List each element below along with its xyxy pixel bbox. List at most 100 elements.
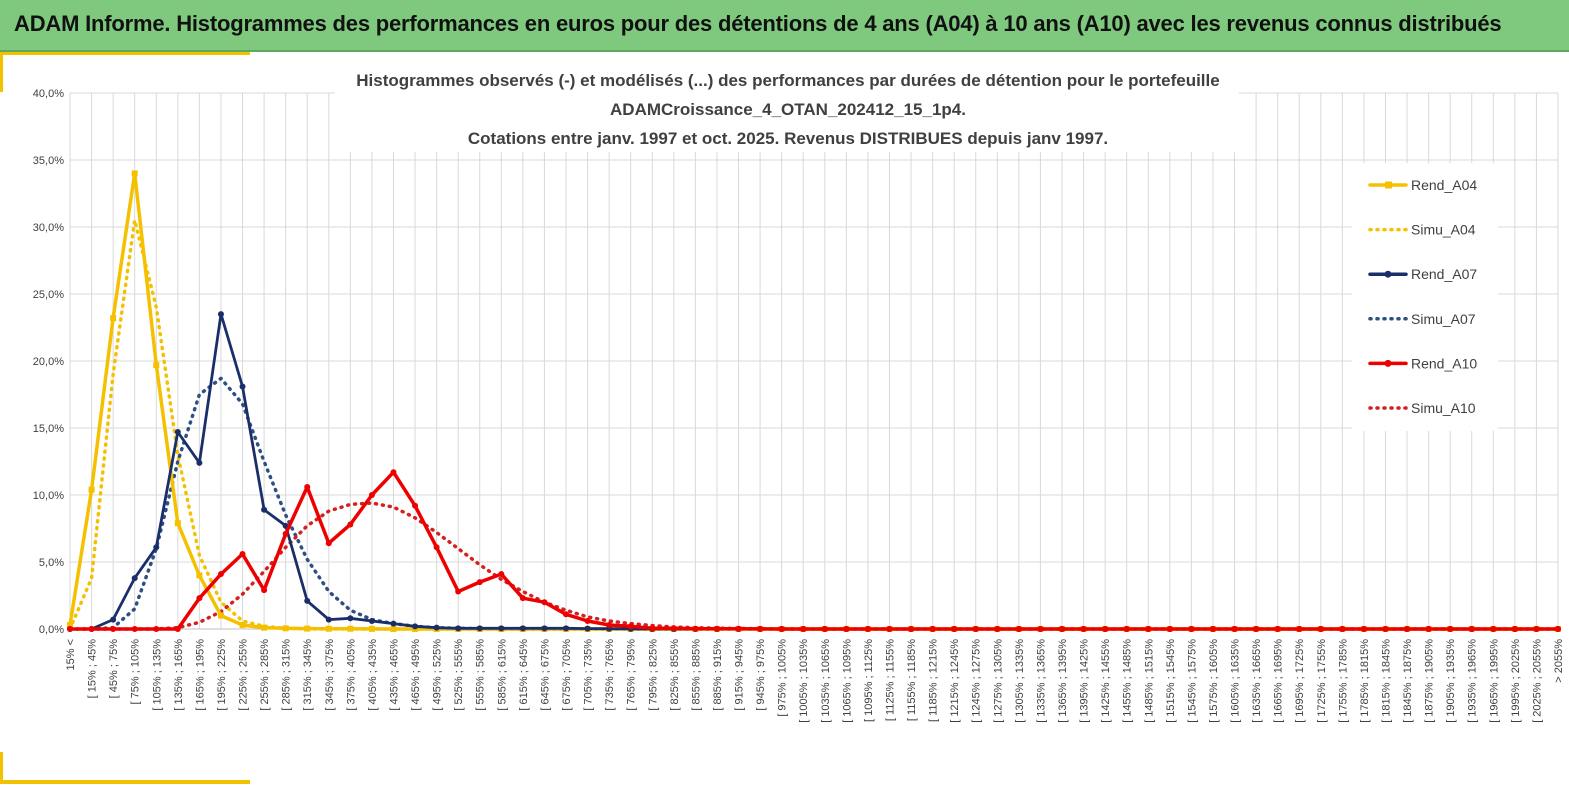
- legend-label: Simu_A04: [1411, 222, 1476, 238]
- x-tick-label: [ 1875% ; 1905%: [1424, 639, 1436, 723]
- series-Simu_A10: [68, 501, 1560, 631]
- x-tick-label: [ 555% ; 585%: [475, 639, 487, 711]
- data-point: [713, 625, 720, 632]
- frame-accent-bottom: [0, 780, 250, 784]
- x-tick-label: [ 1785% ; 1815%: [1359, 639, 1371, 723]
- data-point: [1382, 626, 1389, 632]
- x-tick-label: [ 435% ; 465%: [388, 639, 400, 711]
- x-tick-label: [ 1275% ; 1305%: [992, 639, 1004, 723]
- data-point: [821, 626, 828, 632]
- data-point: [692, 625, 699, 632]
- data-point: [325, 616, 332, 623]
- chart-gridlines: [69, 92, 1559, 630]
- x-tick-label: [ 1545% ; 1575%: [1186, 639, 1198, 723]
- data-point: [282, 530, 289, 537]
- x-tick-label: [ 285% ; 315%: [281, 639, 293, 711]
- data-point: [886, 626, 893, 632]
- data-point: [778, 626, 785, 632]
- data-point: [131, 626, 138, 632]
- data-point: [412, 623, 419, 630]
- data-point: [1404, 626, 1411, 632]
- data-point: [174, 520, 181, 527]
- data-point: [498, 625, 505, 632]
- series-Rend_A07: [67, 311, 1561, 632]
- data-point: [649, 625, 656, 632]
- data-point: [1015, 626, 1022, 632]
- data-point: [217, 311, 224, 318]
- chart-title-line-3: Cotations entre janv. 1997 et oct. 2025.…: [468, 129, 1108, 148]
- data-point: [1145, 626, 1152, 632]
- data-point: [1166, 626, 1173, 632]
- data-point: [433, 544, 440, 551]
- data-point: [347, 625, 354, 632]
- x-tick-label: [ 645% ; 675%: [539, 639, 551, 711]
- x-tick-label: [ 1485% ; 1515%: [1143, 639, 1155, 723]
- page-title: ADAM Informe. Histogrammes des performan…: [14, 11, 1502, 36]
- x-tick-label: 15% <: [65, 639, 77, 671]
- data-point: [412, 502, 419, 509]
- data-point: [541, 599, 548, 606]
- x-tick-label: [ 1815% ; 1845%: [1380, 639, 1392, 723]
- x-tick-label: [ 1185% ; 1215%: [928, 639, 940, 722]
- y-tick-label: 5,0%: [39, 557, 64, 569]
- data-point: [131, 575, 138, 582]
- data-point: [217, 571, 224, 578]
- data-point: [476, 579, 483, 586]
- data-point: [455, 588, 462, 595]
- data-point: [994, 626, 1001, 632]
- data-point: [217, 612, 224, 619]
- data-point: [1447, 626, 1454, 632]
- data-point: [390, 626, 397, 632]
- x-tick-label: [ 315% ; 345%: [302, 639, 314, 711]
- x-tick-label: [ 1215% ; 1245%: [949, 639, 961, 723]
- data-point: [131, 170, 138, 177]
- data-point: [347, 615, 354, 622]
- y-tick-label: 35,0%: [33, 155, 64, 167]
- x-tick-label: [ 525% ; 555%: [453, 639, 465, 711]
- x-tick-label: [ 255% ; 285%: [259, 639, 271, 711]
- data-point: [153, 626, 160, 632]
- data-point: [174, 626, 181, 632]
- data-point: [239, 550, 246, 557]
- legend-item-Simu_A10: Simu_A10: [1368, 400, 1476, 416]
- data-point: [282, 625, 289, 632]
- legend-item-Simu_A07: Simu_A07: [1368, 311, 1476, 327]
- data-point: [347, 521, 354, 528]
- legend-label: Simu_A07: [1411, 311, 1476, 327]
- data-point: [153, 544, 160, 551]
- x-tick-label: [ 825% ; 855%: [669, 639, 681, 711]
- series-line-Simu_A04: [68, 218, 1560, 631]
- y-tick-label: 10,0%: [33, 490, 64, 502]
- data-point: [1555, 626, 1561, 632]
- data-point: [1468, 626, 1475, 632]
- x-tick-label: [ 135% ; 165%: [173, 639, 185, 711]
- x-tick-label: [ 345% ; 375%: [324, 639, 336, 711]
- data-point: [110, 616, 117, 623]
- x-tick-label: [ 1575% ; 1605%: [1208, 639, 1220, 723]
- legend-marker: [1384, 359, 1392, 367]
- data-point: [800, 626, 807, 632]
- x-tick-label: [ 1155% ; 1185%: [906, 639, 918, 721]
- data-point: [929, 626, 936, 632]
- legend-background: [1352, 163, 1498, 431]
- series-line-Rend_A10: [68, 470, 1560, 631]
- data-point: [1188, 626, 1195, 632]
- x-tick-label: [ 495% ; 525%: [432, 639, 444, 711]
- chart-title-background: [335, 64, 1239, 152]
- data-point: [1080, 626, 1087, 632]
- x-tick-label: [ 1335% ; 1365%: [1035, 639, 1047, 723]
- x-tick-label: [ 915% ; 945%: [734, 639, 746, 711]
- x-tick-label: [ 1635% ; 1665%: [1251, 639, 1263, 723]
- data-point: [757, 625, 764, 632]
- x-tick-label: [ 1515% ; 1545%: [1165, 639, 1177, 723]
- data-point: [433, 624, 440, 631]
- x-tick-label: [ 195% ; 225%: [216, 639, 228, 711]
- y-tick-label: 40,0%: [33, 88, 64, 100]
- y-tick-label: 0,0%: [39, 624, 64, 636]
- data-point: [1209, 626, 1216, 632]
- data-point: [368, 625, 375, 632]
- x-tick-label: [ 1365% ; 1395%: [1057, 639, 1069, 723]
- x-tick-label: [ 1125% ; 1155%: [884, 639, 896, 721]
- x-tick-label: [ 615% ; 645%: [518, 639, 530, 711]
- x-tick-label: [ 1455% ; 1485%: [1122, 639, 1134, 723]
